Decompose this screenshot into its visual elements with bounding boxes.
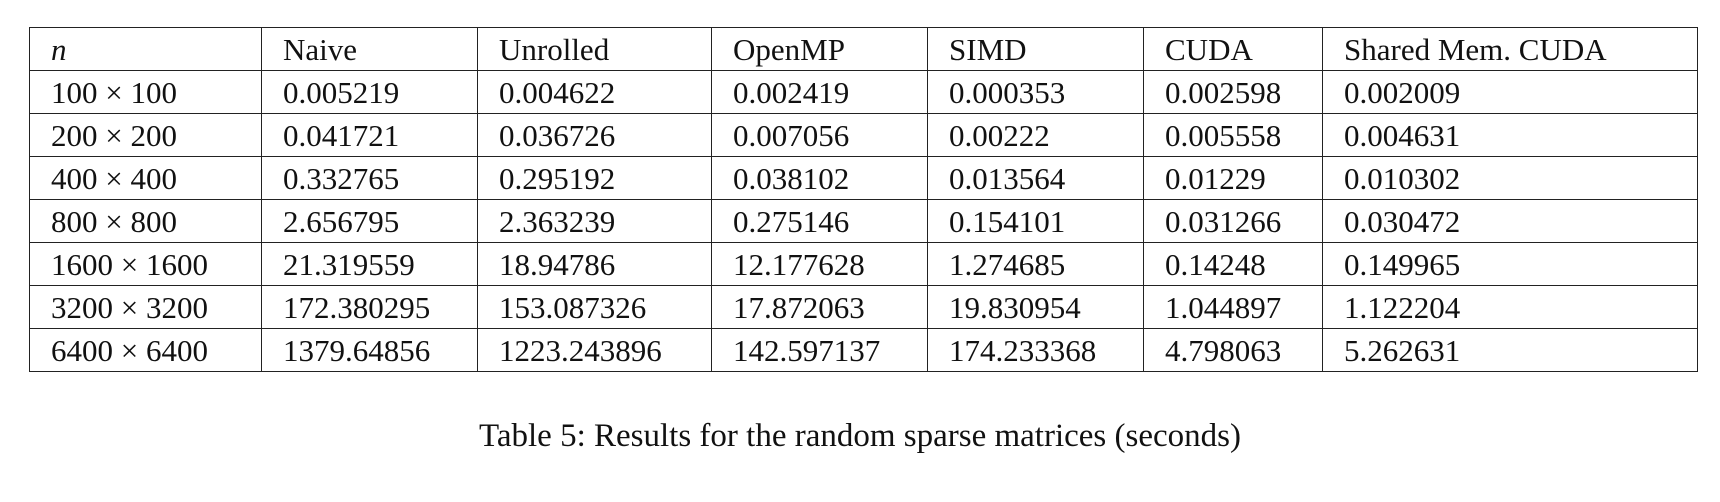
table-row: 6400 × 6400 1379.64856 1223.243896 142.5… xyxy=(29,328,1698,372)
table-cell: 0.036726 xyxy=(477,113,712,157)
header-unrolled: Unrolled xyxy=(477,27,712,71)
table-cell: 1.044897 xyxy=(1143,285,1323,329)
table-cell: 1.274685 xyxy=(927,242,1144,286)
table-caption: Table 5: Results for the random sparse m… xyxy=(0,420,1720,453)
table-cell: 0.295192 xyxy=(477,156,712,200)
table-cell: 0.149965 xyxy=(1322,242,1698,286)
table-cell: 0.004622 xyxy=(477,70,712,114)
table-cell: 2.656795 xyxy=(261,199,478,243)
table-cell: 0.002419 xyxy=(711,70,928,114)
table-row: 1600 × 1600 21.319559 18.94786 12.177628… xyxy=(29,242,1698,286)
table-cell: 0.038102 xyxy=(711,156,928,200)
table-cell: 19.830954 xyxy=(927,285,1144,329)
table-cell: 400 × 400 xyxy=(29,156,262,200)
table-cell: 0.000353 xyxy=(927,70,1144,114)
table-row: 3200 × 3200 172.380295 153.087326 17.872… xyxy=(29,285,1698,329)
table-cell: 0.332765 xyxy=(261,156,478,200)
table-cell: 18.94786 xyxy=(477,242,712,286)
table-cell: 100 × 100 xyxy=(29,70,262,114)
table-cell: 142.597137 xyxy=(711,328,928,372)
table-cell: 0.002009 xyxy=(1322,70,1698,114)
table-cell: 0.031266 xyxy=(1143,199,1323,243)
table-cell: 1223.243896 xyxy=(477,328,712,372)
table-cell: 6400 × 6400 xyxy=(29,328,262,372)
table-cell: 0.013564 xyxy=(927,156,1144,200)
results-table: n Naive Unrolled OpenMP SIMD CUDA Shared… xyxy=(29,27,1698,372)
table-row: 800 × 800 2.656795 2.363239 0.275146 0.1… xyxy=(29,199,1698,243)
table-cell: 0.00222 xyxy=(927,113,1144,157)
table-cell: 12.177628 xyxy=(711,242,928,286)
table-cell: 0.010302 xyxy=(1322,156,1698,200)
table-cell: 800 × 800 xyxy=(29,199,262,243)
table-row: 200 × 200 0.041721 0.036726 0.007056 0.0… xyxy=(29,113,1698,157)
table-cell: 0.275146 xyxy=(711,199,928,243)
table-cell: 4.798063 xyxy=(1143,328,1323,372)
table-caption-label: Table 5: xyxy=(479,418,586,454)
table-cell: 200 × 200 xyxy=(29,113,262,157)
table-cell: 5.262631 xyxy=(1322,328,1698,372)
table-cell: 172.380295 xyxy=(261,285,478,329)
table-cell: 1600 × 1600 xyxy=(29,242,262,286)
table-cell: 0.154101 xyxy=(927,199,1144,243)
table-cell: 1.122204 xyxy=(1322,285,1698,329)
header-simd: SIMD xyxy=(927,27,1144,71)
header-shared-mem-cuda: Shared Mem. CUDA xyxy=(1322,27,1698,71)
table-cell: 17.872063 xyxy=(711,285,928,329)
table-cell: 0.007056 xyxy=(711,113,928,157)
header-openmp: OpenMP xyxy=(711,27,928,71)
table-cell: 1379.64856 xyxy=(261,328,478,372)
table-cell: 2.363239 xyxy=(477,199,712,243)
table-cell: 0.01229 xyxy=(1143,156,1323,200)
table-caption-text: Results for the random sparse matrices (… xyxy=(594,418,1241,454)
table-cell: 0.004631 xyxy=(1322,113,1698,157)
header-n: n xyxy=(29,27,262,71)
table-cell: 153.087326 xyxy=(477,285,712,329)
table-body: 100 × 100 0.005219 0.004622 0.002419 0.0… xyxy=(29,70,1698,372)
table-cell: 0.005219 xyxy=(261,70,478,114)
table-cell: 174.233368 xyxy=(927,328,1144,372)
table-cell: 0.041721 xyxy=(261,113,478,157)
table-cell: 0.14248 xyxy=(1143,242,1323,286)
table-cell: 0.002598 xyxy=(1143,70,1323,114)
table-row: 400 × 400 0.332765 0.295192 0.038102 0.0… xyxy=(29,156,1698,200)
header-naive: Naive xyxy=(261,27,478,71)
header-cuda: CUDA xyxy=(1143,27,1323,71)
results-table-container: n Naive Unrolled OpenMP SIMD CUDA Shared… xyxy=(29,27,1698,372)
table-header-row: n Naive Unrolled OpenMP SIMD CUDA Shared… xyxy=(29,27,1698,71)
table-cell: 21.319559 xyxy=(261,242,478,286)
table-cell: 0.030472 xyxy=(1322,199,1698,243)
table-row: 100 × 100 0.005219 0.004622 0.002419 0.0… xyxy=(29,70,1698,114)
table-cell: 3200 × 3200 xyxy=(29,285,262,329)
table-cell: 0.005558 xyxy=(1143,113,1323,157)
